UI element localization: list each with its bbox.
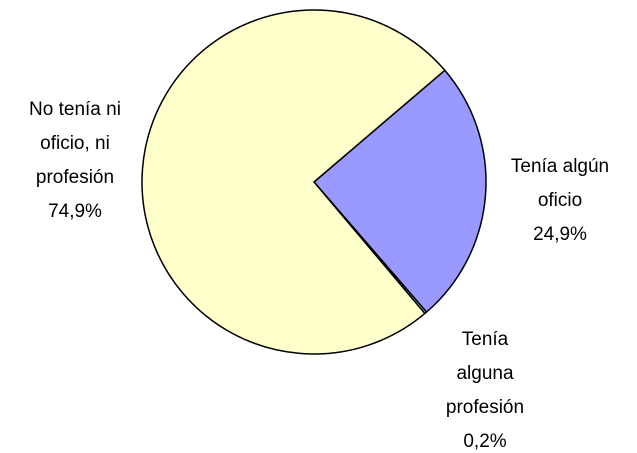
value-label: 0,2%: [463, 431, 506, 452]
slice-label: profesión: [36, 167, 114, 188]
slice-label: oficio: [538, 190, 582, 211]
value-label: 24,9%: [533, 224, 587, 245]
slice-label: alguna: [456, 363, 513, 384]
slice-label: profesión: [446, 397, 524, 418]
value-label: 74,9%: [48, 201, 102, 222]
pie-slice: [312, 69, 487, 314]
slice-label: No tenía ni: [29, 99, 121, 120]
slice-label: Tenía: [462, 329, 509, 350]
pie-slice: [141, 9, 446, 355]
slice-label: oficio, ni: [40, 133, 110, 154]
slice-label: Tenía algún: [511, 156, 609, 177]
